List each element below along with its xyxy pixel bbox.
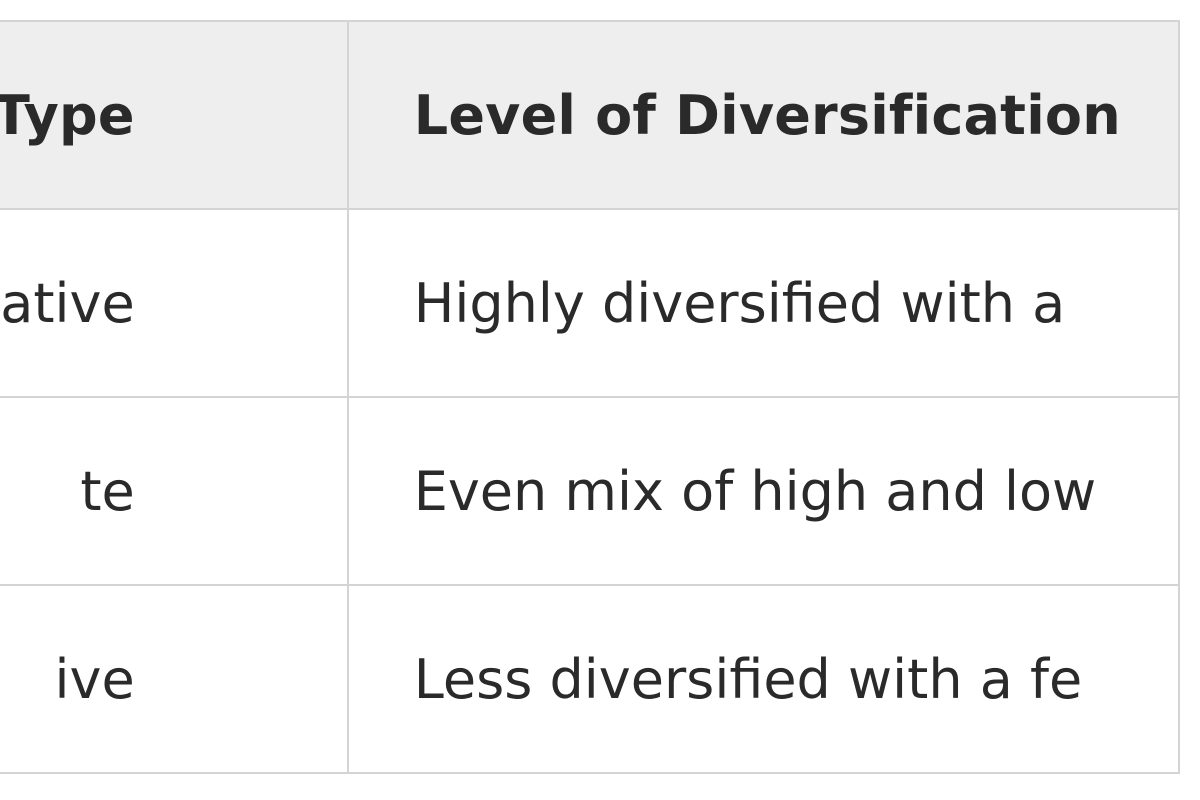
portfolio-table: Type Level of Diversification ative High… (0, 20, 1181, 774)
header-row: Type Level of Diversification (0, 20, 1181, 210)
table-body: ative Highly diversified with a te Even … (0, 208, 1181, 774)
table-row: ive Less diversified with a fe (0, 584, 1181, 774)
cell-type: te (0, 396, 349, 586)
table-header: Type Level of Diversification (0, 20, 1181, 210)
cell-type: ive (0, 584, 349, 774)
column-header-type: Type (0, 20, 349, 210)
cell-level: Even mix of high and low (346, 396, 1181, 586)
cell-type: ative (0, 208, 349, 398)
table-row: ative Highly diversified with a (0, 208, 1181, 398)
table-row: te Even mix of high and low (0, 396, 1181, 586)
cell-level: Highly diversified with a (346, 208, 1181, 398)
column-header-level-of-diversification: Level of Diversification (346, 20, 1181, 210)
cell-level: Less diversified with a fe (346, 584, 1181, 774)
